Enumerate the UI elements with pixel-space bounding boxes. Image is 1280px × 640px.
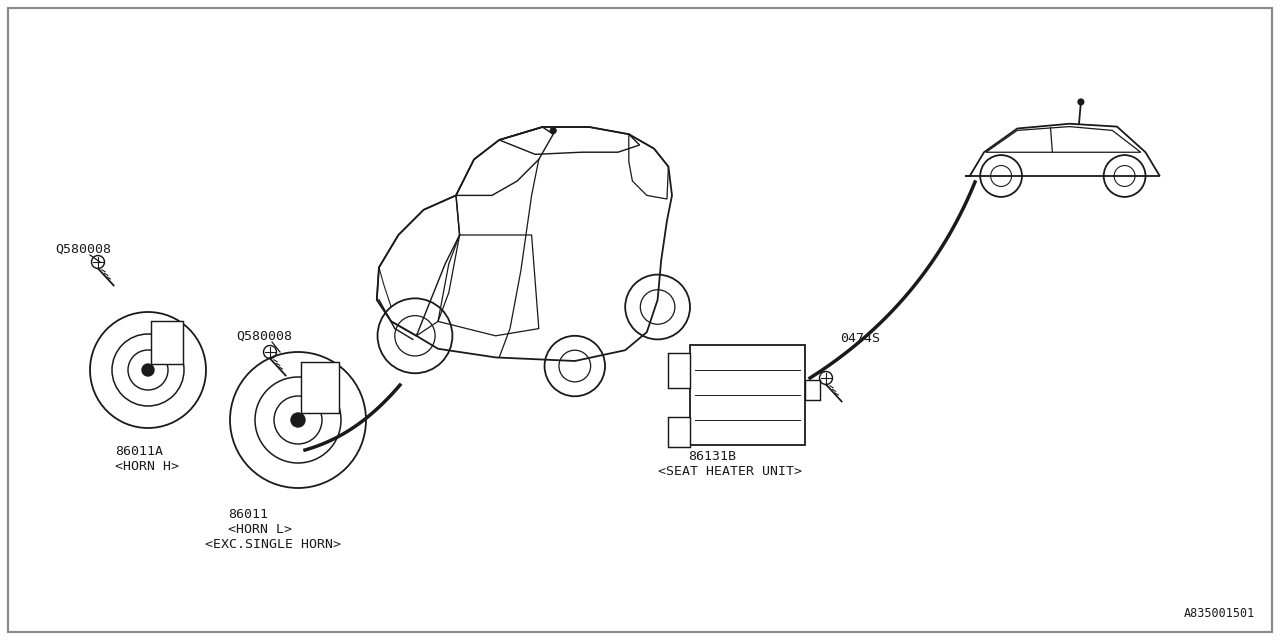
Text: A835001501: A835001501 bbox=[1184, 607, 1254, 620]
Text: 86011: 86011 bbox=[228, 508, 268, 521]
Bar bbox=[151, 321, 183, 364]
Bar bbox=[301, 362, 339, 413]
Text: 0474S: 0474S bbox=[840, 332, 881, 345]
Text: 86011A: 86011A bbox=[115, 445, 163, 458]
Circle shape bbox=[550, 128, 556, 134]
Text: 86131B: 86131B bbox=[689, 450, 736, 463]
Text: Q580008: Q580008 bbox=[236, 330, 292, 343]
Circle shape bbox=[1078, 99, 1084, 105]
Bar bbox=[690, 345, 805, 445]
Bar bbox=[668, 417, 690, 447]
Text: <HORN L>: <HORN L> bbox=[228, 523, 292, 536]
Circle shape bbox=[291, 413, 305, 427]
Text: <HORN H>: <HORN H> bbox=[115, 460, 179, 473]
Text: Q580008: Q580008 bbox=[55, 243, 111, 256]
Text: <EXC.SINGLE HORN>: <EXC.SINGLE HORN> bbox=[205, 538, 340, 551]
Circle shape bbox=[142, 364, 154, 376]
Bar bbox=[668, 353, 690, 388]
Bar bbox=[805, 380, 820, 400]
Text: <SEAT HEATER UNIT>: <SEAT HEATER UNIT> bbox=[658, 465, 803, 478]
